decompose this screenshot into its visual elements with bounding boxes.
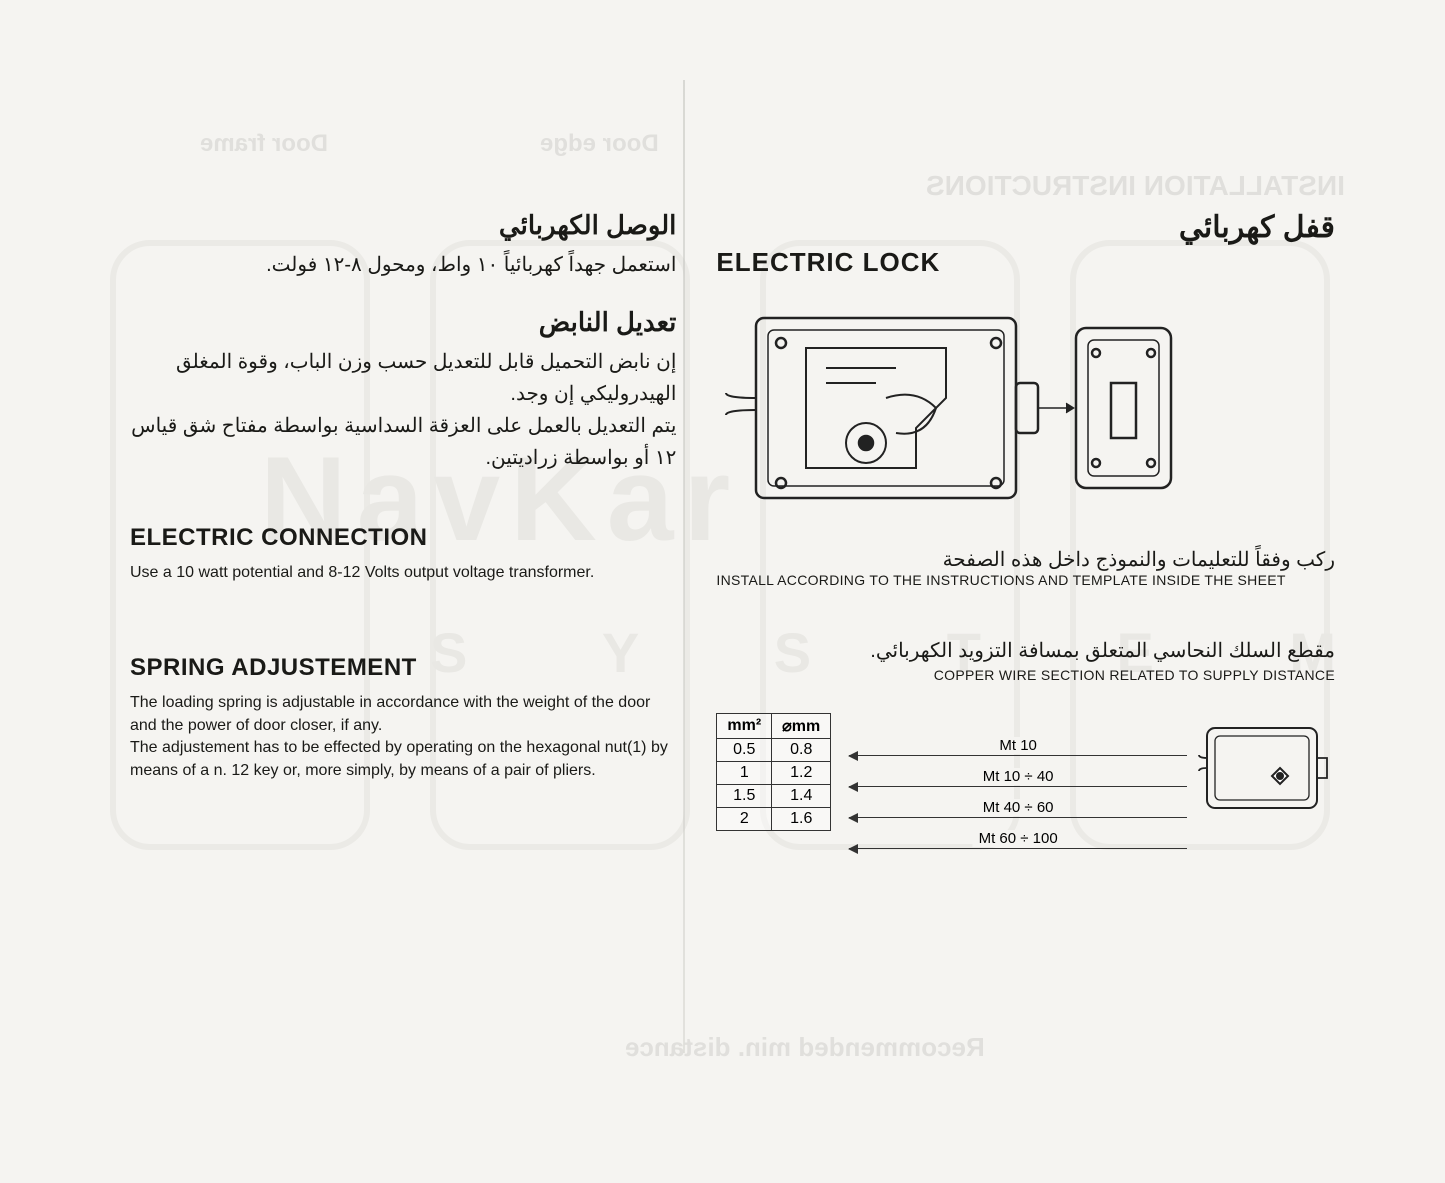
wire-dist-2: Mt 40 ÷ 60 [977, 799, 1060, 816]
wire-dist-3: Mt 60 ÷ 100 [973, 830, 1064, 847]
table-row: 21.6 [717, 808, 831, 831]
en-electric-connection-text: Use a 10 watt potential and 8-12 Volts o… [130, 562, 676, 584]
wire-dist-1: Mt 10 ÷ 40 [977, 768, 1060, 785]
en-spring-adjustment-heading: SPRING ADJUSTEMENT [130, 654, 676, 682]
wire-diagram-block: mm² ⌀mm 0.50.8 11.2 1.51.4 21.6 Mt 10 Mt… [716, 713, 1335, 865]
right-column: قفل كهربائي ELECTRIC LOCK [696, 50, 1375, 1133]
lock-diagram [716, 288, 1196, 528]
lock-mini-diagram [1195, 713, 1335, 823]
ar-electric-connection-heading: الوصل الكهربائي [130, 210, 676, 241]
table-row: 0.50.8 [717, 739, 831, 762]
en-electric-lock-title: ELECTRIC LOCK [716, 247, 1335, 278]
wire-distance-arrows: Mt 10 Mt 10 ÷ 40 Mt 40 ÷ 60 Mt 60 ÷ 100 [849, 713, 1187, 865]
en-electric-connection-heading: ELECTRIC CONNECTION [130, 524, 676, 552]
ar-electric-lock-title: قفل كهربائي [716, 210, 1335, 245]
wire-dist-0: Mt 10 [993, 737, 1043, 754]
en-spring-adjustment-text: The loading spring is adjustable in acco… [130, 692, 676, 782]
ar-electric-connection-text: استعمل جهداً كهربائياً ١٠ واط، ومحول ٨-١… [130, 249, 676, 281]
page-container: الوصل الكهربائي استعمل جهداً كهربائياً ١… [70, 50, 1375, 1133]
ar-spring-adjustment-text: إن نابض التحميل قابل للتعديل حسب وزن الب… [130, 346, 676, 474]
wire-table: mm² ⌀mm 0.50.8 11.2 1.51.4 21.6 [716, 713, 831, 831]
install-note-en: INSTALL ACCORDING TO THE INSTRUCTIONS AN… [716, 572, 1335, 588]
center-divider [683, 80, 685, 1053]
table-row: 11.2 [717, 762, 831, 785]
ar-spring-adjustment-heading: تعديل النابض [130, 307, 676, 338]
wire-section-ar: مقطع السلك النحاسي المتعلق بمسافة التزوي… [716, 638, 1335, 663]
wire-th-omm: ⌀mm [772, 714, 831, 739]
install-note-ar: ركب وفقاً للتعليمات والنموذج داخل هذه ال… [716, 547, 1335, 572]
table-row: 1.51.4 [717, 785, 831, 808]
left-column: الوصل الكهربائي استعمل جهداً كهربائياً ١… [70, 50, 696, 1133]
wire-th-mm2: mm² [717, 714, 772, 739]
wire-section-en: COPPER WIRE SECTION RELATED TO SUPPLY DI… [716, 667, 1335, 683]
